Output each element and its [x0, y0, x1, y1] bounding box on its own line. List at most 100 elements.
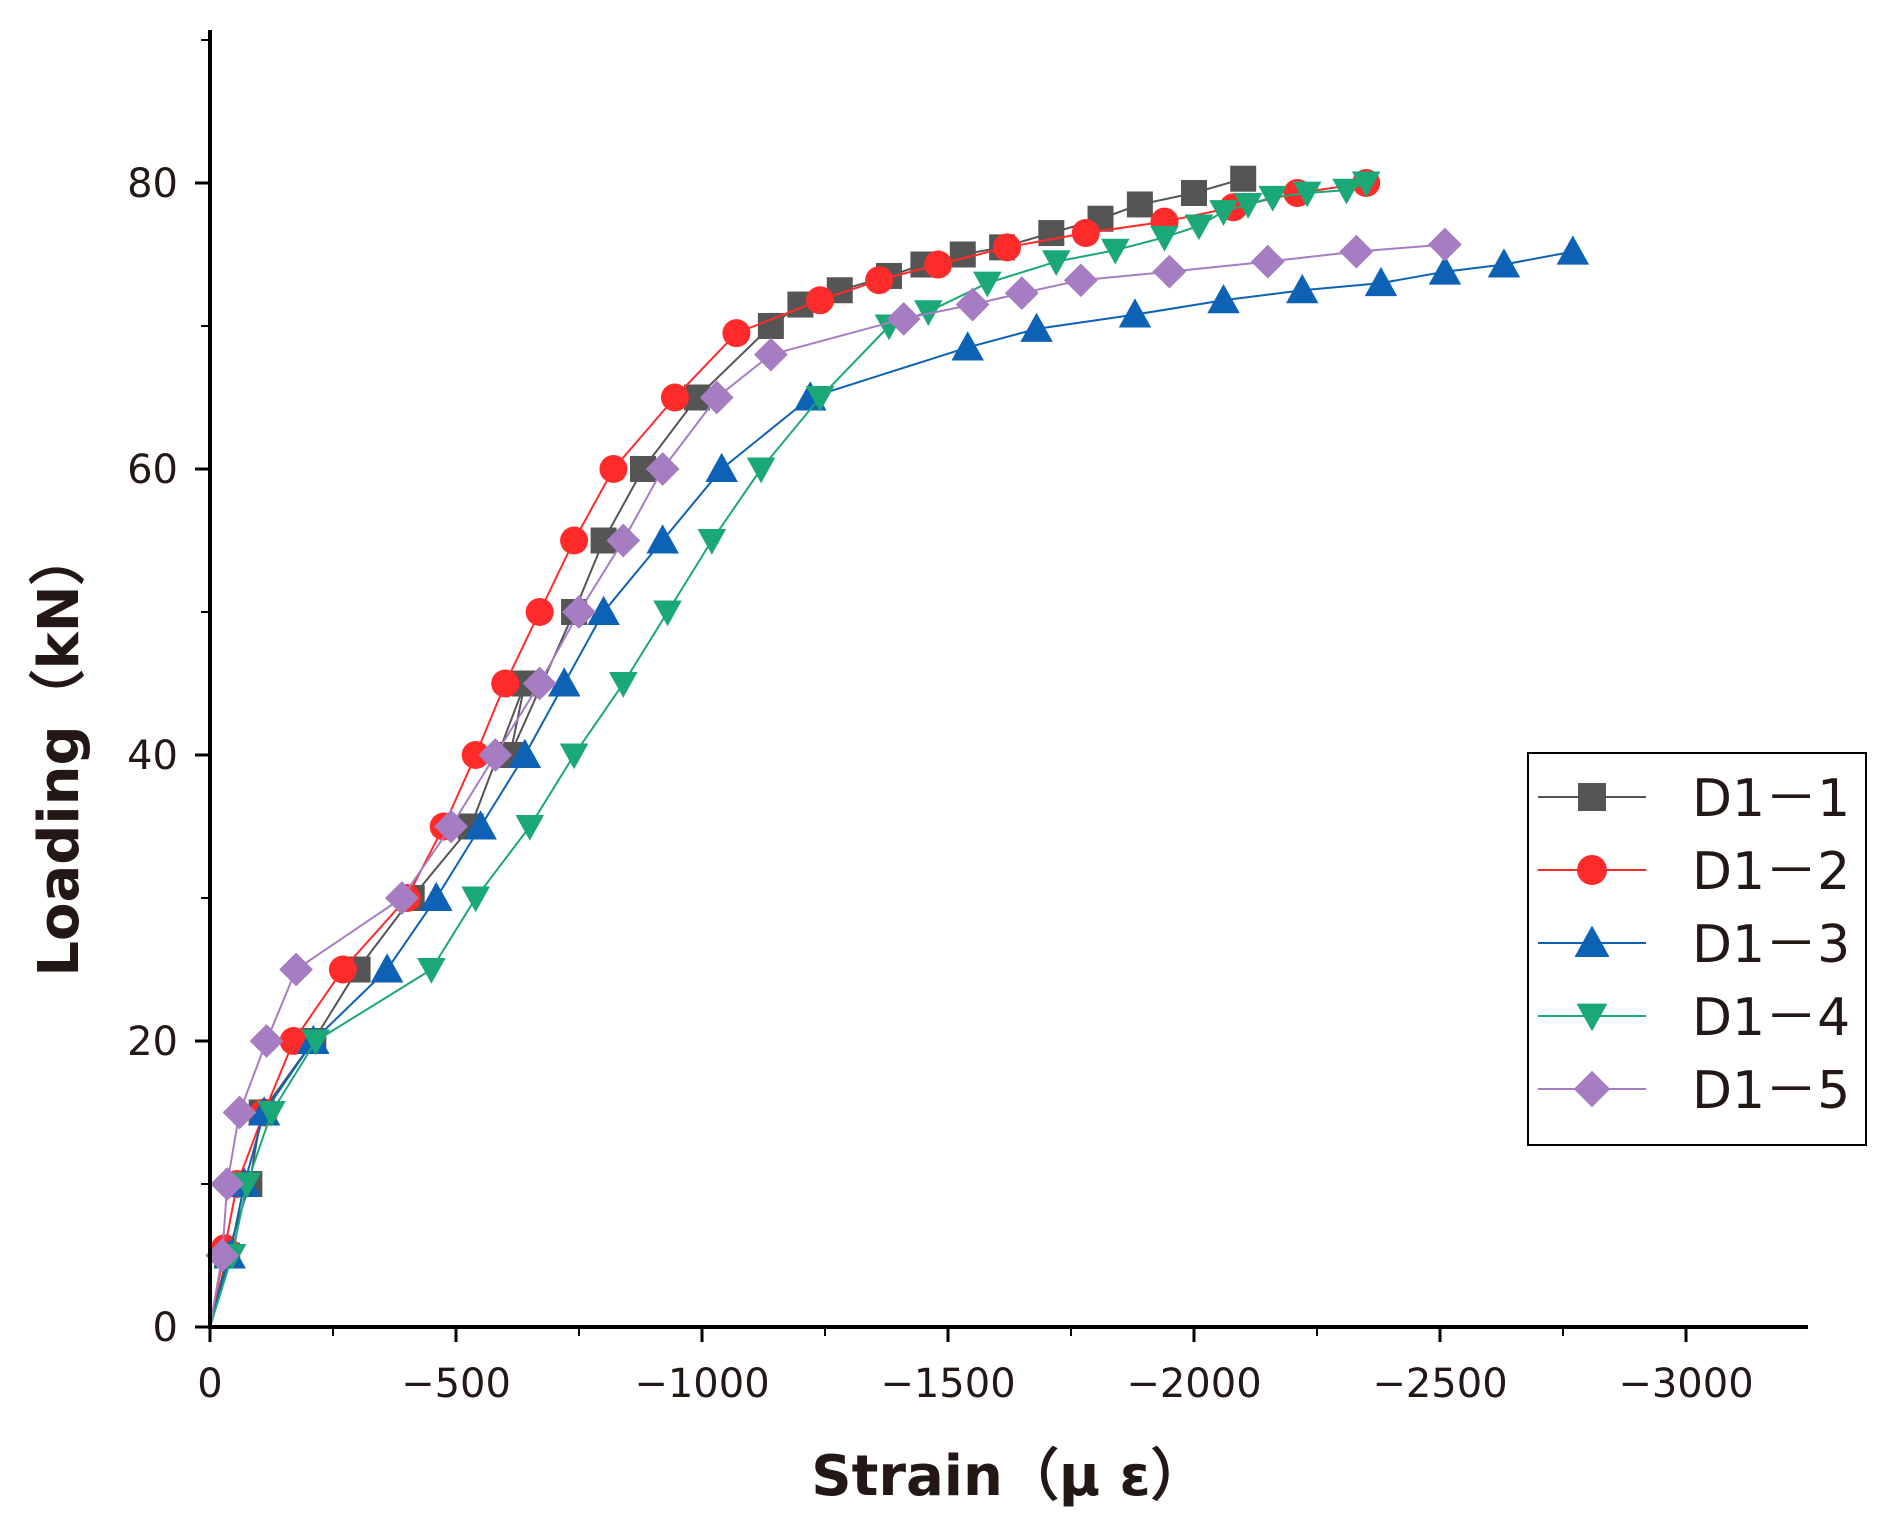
y-tick-label: 80 [127, 161, 178, 207]
data-point [461, 886, 490, 913]
data-point [301, 1029, 331, 1056]
data-point [1100, 238, 1130, 265]
data-point [491, 669, 520, 698]
legend-marker [1577, 855, 1607, 885]
x-axis-title: Strain（μ ε） [811, 1444, 1206, 1509]
data-point [886, 301, 921, 336]
data-point [993, 233, 1022, 262]
legend-label: D1－2 [1692, 842, 1850, 902]
data-point [1004, 276, 1039, 311]
series-line [209, 243, 1445, 1328]
data-point [705, 452, 738, 482]
data-point [955, 287, 990, 322]
data-point [1038, 220, 1065, 247]
data-point [924, 250, 953, 279]
legend-marker [1574, 925, 1610, 957]
data-point [699, 380, 734, 415]
data-point [1181, 180, 1207, 207]
data-point [746, 457, 776, 484]
data-point [559, 743, 589, 770]
series-line [209, 250, 1573, 1328]
legend-label: D1－5 [1692, 1061, 1850, 1121]
data-point [417, 958, 446, 984]
data-point [1428, 255, 1462, 285]
data-point [806, 286, 835, 315]
data-point [328, 955, 357, 984]
y-axis-title: Loading（kN） [27, 529, 92, 976]
series-line [209, 182, 1367, 1328]
data-point [478, 738, 513, 772]
data-point [1233, 193, 1263, 219]
data-point [384, 881, 419, 915]
x-tick-label: −3000 [1618, 1361, 1753, 1407]
data-point [370, 953, 404, 983]
data-point [753, 337, 788, 372]
series-layer [205, 165, 1590, 1328]
data-point [1207, 284, 1240, 314]
data-point [1184, 214, 1214, 241]
data-point [205, 1238, 240, 1273]
data-point [1250, 244, 1285, 279]
data-point [547, 667, 581, 697]
data-point [249, 1024, 284, 1058]
data-point [697, 529, 727, 555]
data-point [1351, 171, 1381, 198]
data-point [722, 319, 751, 348]
data-point [1339, 234, 1374, 269]
y-tick-label: 0 [153, 1305, 178, 1351]
data-point [973, 271, 1002, 298]
data-point [1020, 312, 1053, 342]
series-line [209, 182, 1367, 1328]
data-point [515, 815, 545, 841]
data-point [560, 526, 589, 555]
series-3 [209, 235, 1590, 1328]
data-point [525, 598, 554, 626]
data-point [232, 1172, 262, 1199]
data-point [1152, 254, 1187, 289]
data-point [587, 595, 620, 625]
legend-label: D1－3 [1692, 915, 1850, 975]
x-tick-label: −2500 [1372, 1361, 1507, 1407]
data-point [222, 1095, 257, 1130]
data-point [1332, 178, 1361, 205]
data-point [646, 524, 679, 554]
data-point [508, 738, 542, 768]
data-point [1556, 235, 1590, 265]
x-tick-label: −500 [401, 1361, 511, 1407]
y-tick-label: 20 [127, 1019, 178, 1065]
legend-marker [1573, 1070, 1611, 1108]
data-point [434, 809, 468, 844]
data-point [660, 383, 689, 412]
data-point [951, 331, 984, 361]
data-point [1258, 185, 1288, 212]
y-tick-label: 60 [127, 447, 178, 493]
axes-layer [208, 30, 1808, 1329]
data-point [1364, 266, 1398, 297]
legend-marker [1576, 1003, 1608, 1032]
data-point [1487, 248, 1521, 278]
legend-label: D1－1 [1692, 769, 1850, 829]
x-tick-label: −1000 [634, 1361, 769, 1407]
ticks-layer: 0 −500 −1000 −1500 −2000 −2500 −3000 0 20 40 60 80 [127, 39, 1754, 1407]
legend: D1－1 D1－2 D1－3 D1－4 D1－5 [1527, 752, 1867, 1146]
data-point [1209, 200, 1238, 226]
data-point [949, 241, 976, 268]
data-point [805, 386, 835, 412]
data-point [257, 1101, 286, 1127]
data-point [1230, 165, 1257, 192]
data-point [1428, 227, 1462, 262]
x-tick-label: −1500 [880, 1361, 1015, 1407]
x-tick-label: −2000 [1126, 1361, 1261, 1407]
data-point [562, 595, 596, 629]
data-point [1285, 274, 1319, 304]
legend-marker [1578, 783, 1606, 811]
data-point [1150, 225, 1179, 252]
data-point [1118, 298, 1152, 328]
data-point [279, 952, 313, 987]
data-point [645, 452, 680, 486]
series-4 [209, 171, 1381, 1328]
series-5 [205, 227, 1462, 1328]
data-point [1126, 191, 1153, 218]
x-tick-label: 0 [197, 1361, 222, 1407]
